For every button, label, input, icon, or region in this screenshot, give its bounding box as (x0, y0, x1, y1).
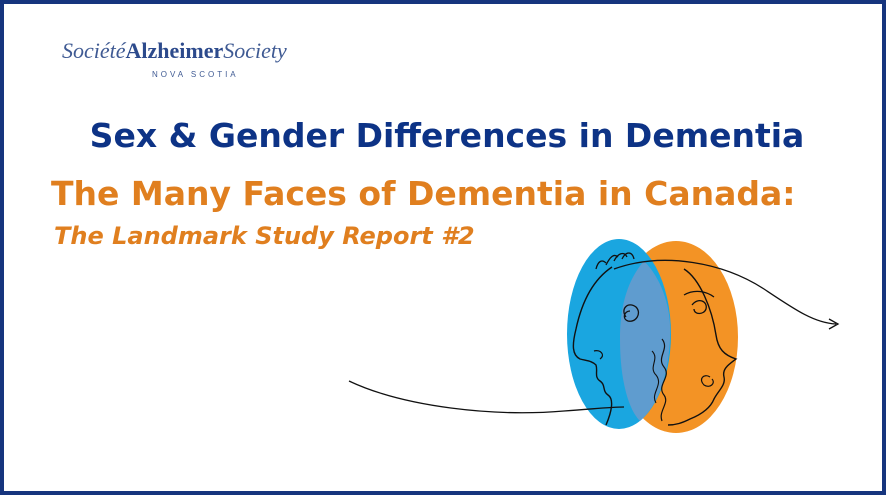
page-subtitle: The Many Faces of Dementia in Canada: (51, 174, 796, 213)
page-title: Sex & Gender Differences in Dementia (89, 116, 805, 155)
blue-face-hair (595, 252, 635, 270)
two-faces-illustration (348, 239, 840, 433)
orange-face-brow (683, 290, 715, 298)
orange-face-eye (691, 299, 707, 315)
logo-society: Society (223, 38, 287, 63)
blue-face-outline (572, 266, 613, 426)
arrow-line (613, 259, 837, 325)
arrow-head-icon (828, 318, 840, 330)
overlap-shape (620, 261, 671, 421)
center-wavy-hair-2 (651, 350, 660, 404)
logo-wordmark: SociétéAlzheimerSociety (62, 38, 342, 64)
center-wavy-hair (660, 338, 667, 422)
blue-face-eye (623, 304, 640, 322)
alzheimer-society-logo: SociétéAlzheimerSociety NOVA SCOTIA (62, 38, 342, 79)
logo-societe: Société (62, 38, 126, 63)
logo-alzheimer: Alzheimer (125, 38, 224, 63)
orange-face-mouth (700, 375, 714, 387)
logo-region: NOVA SCOTIA (152, 70, 239, 79)
flowing-line (348, 380, 625, 414)
blue-face-mouth (593, 350, 604, 360)
report-label: The Landmark Study Report #2 (54, 222, 475, 250)
orange-face-outline (667, 268, 738, 426)
